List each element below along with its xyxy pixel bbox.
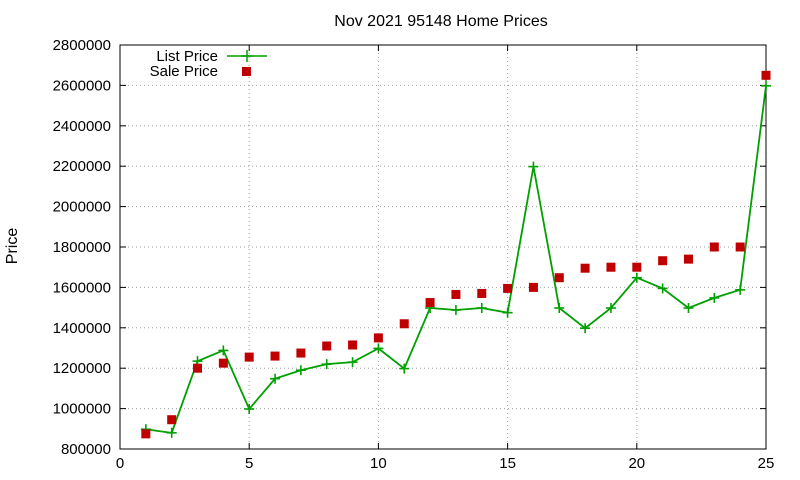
sale-price-point <box>709 242 719 252</box>
sale-price-point <box>167 415 177 425</box>
sale-price-point <box>296 348 306 358</box>
list-price-point <box>631 272 642 283</box>
y-tick-label: 2400000 <box>53 118 111 135</box>
sale-price-point <box>554 273 564 283</box>
x-tick-label: 25 <box>758 455 775 472</box>
sale-price-point <box>606 262 616 272</box>
legend: List Price Sale Price <box>150 48 267 80</box>
list-price-point <box>244 404 255 415</box>
list-price-point <box>476 303 487 314</box>
list-price-point <box>373 343 384 354</box>
x-tick-label: 20 <box>628 455 645 472</box>
legend-label-list-price: List Price <box>156 48 218 65</box>
list-price-point <box>166 427 177 438</box>
y-tick-label: 1400000 <box>53 320 111 337</box>
list-price-line <box>145 85 767 434</box>
x-axis: 0 5 10 15 20 25 <box>116 45 775 472</box>
y-tick-label: 2800000 <box>53 37 111 54</box>
list-price-point <box>709 292 720 303</box>
y-tick-label: 2000000 <box>53 199 111 216</box>
y-tick-label: 2200000 <box>53 158 111 175</box>
sale-price-point <box>477 288 487 298</box>
y-tick-label: 1800000 <box>53 239 111 256</box>
list-price-point <box>321 359 332 370</box>
sale-price-point <box>761 70 771 80</box>
y-axis-label: Price <box>4 228 21 265</box>
legend-marker-list-price <box>241 50 253 62</box>
sale-price-point <box>270 351 280 361</box>
sale-price-point <box>218 358 228 368</box>
legend-label-sale-price: Sale Price <box>150 63 218 80</box>
list-price-point <box>218 345 229 356</box>
list-price-point <box>528 161 539 172</box>
sale-price-point <box>580 263 590 273</box>
series-sale-price <box>141 70 771 439</box>
y-tick-label: 800000 <box>61 441 111 458</box>
x-tick-label: 5 <box>245 455 253 472</box>
sale-price-point <box>683 254 693 264</box>
sale-price-point <box>451 289 461 299</box>
sale-price-point <box>425 298 435 308</box>
list-price-point <box>605 303 616 314</box>
y-tick-label: 1600000 <box>53 279 111 296</box>
sale-price-point <box>528 282 538 292</box>
list-price-point <box>683 303 694 314</box>
series-list-price <box>140 80 771 438</box>
sale-price-point <box>244 352 254 362</box>
x-tick-label: 0 <box>116 455 124 472</box>
list-price-point <box>735 284 746 295</box>
sale-price-point <box>503 283 513 293</box>
list-price-point <box>580 323 591 334</box>
y-axis: 800000 1000000 1200000 1400000 1600000 180000… <box>53 37 766 458</box>
list-price-point <box>761 80 771 91</box>
list-price-point <box>657 283 668 294</box>
sale-price-point <box>658 256 668 266</box>
chart-title: Nov 2021 95148 Home Prices <box>334 13 547 30</box>
y-tick-label: 1200000 <box>53 360 111 377</box>
legend-marker-sale-price <box>242 67 251 76</box>
y-tick-label: 1000000 <box>53 401 111 418</box>
y-tick-label: 2600000 <box>53 77 111 94</box>
list-price-point <box>554 303 565 314</box>
list-price-point <box>270 373 281 384</box>
sale-price-point <box>141 429 151 439</box>
list-price-point <box>399 363 410 374</box>
sale-price-point <box>348 340 358 350</box>
x-tick-label: 10 <box>370 455 387 472</box>
sale-price-point <box>399 319 409 329</box>
list-price-point <box>502 307 513 318</box>
sale-price-point <box>735 242 745 252</box>
x-tick-label: 15 <box>499 455 516 472</box>
list-price-point <box>295 365 306 376</box>
list-price-point <box>347 357 358 368</box>
sale-price-point <box>373 333 383 343</box>
list-price-point <box>450 305 461 316</box>
sale-price-point <box>193 363 203 373</box>
sale-price-point <box>632 262 642 272</box>
sale-price-point <box>322 341 332 351</box>
grid-lines <box>120 45 766 449</box>
